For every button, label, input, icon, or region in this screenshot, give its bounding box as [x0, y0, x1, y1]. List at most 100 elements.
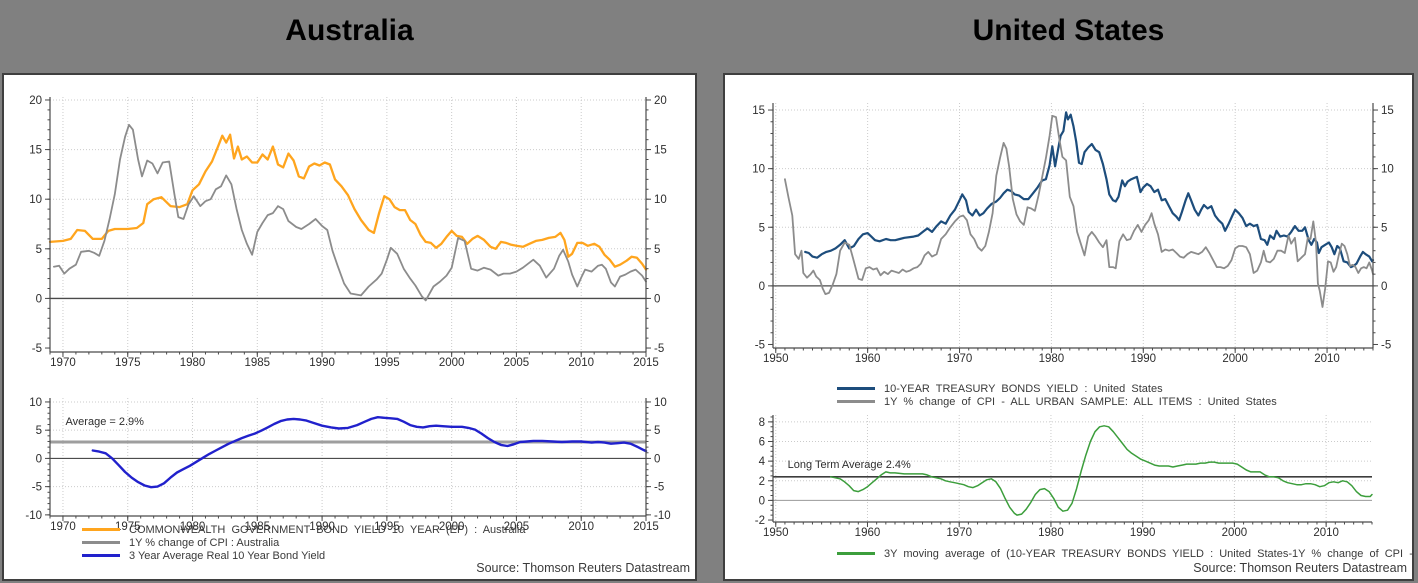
legend-swatch [837, 552, 875, 555]
us-panel: 1950 1960 1970 1980 1990 2000 2010 -5 -5 0 0 5 5 10 10… [723, 73, 1414, 581]
legend-swatch [837, 400, 875, 403]
svg-text:5: 5 [759, 222, 765, 234]
legend-item: 3Y moving average of (10-YEAR TREASURY B… [837, 547, 1418, 560]
legend-swatch [82, 528, 120, 531]
svg-text:2015: 2015 [633, 357, 659, 369]
svg-text:1950: 1950 [763, 353, 789, 365]
svg-text:5: 5 [36, 244, 42, 256]
legend-label: 3 Year Average Real 10 Year Bond Yield [129, 549, 326, 562]
svg-text:1960: 1960 [855, 353, 881, 365]
legend-label: 1Y % change of CPI - ALL URBAN SAMPLE: A… [884, 395, 1277, 408]
svg-text:0: 0 [36, 453, 42, 465]
svg-text:1970: 1970 [946, 527, 972, 539]
australia-real-yield-chart: 1970 1975 1980 1985 1990 1995 2000 2005 2010 2015… [4, 377, 695, 542]
svg-text:5: 5 [654, 425, 660, 437]
legend-label: COMMONWEALTH GOVERNMENT BOND YIELD 10 YE… [129, 523, 526, 536]
legend-label: 10-YEAR TREASURY BONDS YIELD : United St… [884, 382, 1163, 395]
svg-text:15: 15 [752, 105, 765, 117]
svg-text:-5: -5 [654, 482, 664, 494]
svg-text:1960: 1960 [855, 527, 881, 539]
svg-text:1980: 1980 [1039, 353, 1065, 365]
svg-text:10: 10 [29, 194, 42, 206]
svg-text:-5: -5 [1381, 339, 1391, 351]
svg-text:2005: 2005 [504, 521, 530, 533]
svg-text:5: 5 [36, 425, 42, 437]
svg-text:5: 5 [654, 244, 660, 256]
svg-text:20: 20 [654, 95, 667, 107]
svg-text:2000: 2000 [439, 357, 465, 369]
svg-text:2010: 2010 [568, 357, 594, 369]
legend-label: 3Y moving average of (10-YEAR TREASURY B… [884, 547, 1418, 560]
svg-text:1975: 1975 [115, 521, 141, 533]
australia-main-chart: 1970 1975 1980 1985 1990 1995 2000 2005 2010 2015… [4, 75, 695, 375]
us-bottom-legend: 3Y moving average of (10-YEAR TREASURY B… [837, 547, 1418, 560]
svg-text:1995: 1995 [374, 521, 400, 533]
svg-text:1990: 1990 [309, 357, 335, 369]
svg-text:1970: 1970 [947, 353, 973, 365]
svg-text:-2: -2 [755, 515, 765, 527]
legend-item: 10-YEAR TREASURY BONDS YIELD : United St… [837, 382, 1277, 395]
svg-text:2000: 2000 [439, 521, 465, 533]
svg-text:2000: 2000 [1222, 353, 1248, 365]
svg-text:4: 4 [759, 456, 766, 468]
legend-item: 1Y % change of CPI : Australia [82, 536, 526, 549]
svg-text:0: 0 [36, 293, 42, 305]
svg-text:15: 15 [1381, 105, 1394, 117]
svg-text:1985: 1985 [245, 521, 271, 533]
svg-text:10: 10 [654, 397, 667, 409]
svg-text:-10: -10 [654, 510, 671, 522]
svg-text:1975: 1975 [115, 357, 141, 369]
svg-text:5: 5 [1381, 222, 1387, 234]
svg-text:2015: 2015 [633, 521, 659, 533]
svg-text:8: 8 [759, 417, 765, 429]
svg-text:2: 2 [759, 476, 765, 488]
svg-text:1980: 1980 [180, 357, 206, 369]
svg-text:1980: 1980 [180, 521, 206, 533]
svg-text:2010: 2010 [1314, 353, 1340, 365]
svg-text:1995: 1995 [374, 357, 400, 369]
svg-text:-5: -5 [755, 339, 765, 351]
svg-text:1990: 1990 [1130, 353, 1156, 365]
legend-item: 1Y % change of CPI - ALL URBAN SAMPLE: A… [837, 395, 1277, 408]
us-real-yield-chart: 1950 1960 1970 1980 1990 2000 2010 -2 0 2 4 6 8 Long … [725, 405, 1412, 575]
us-source: Source: Thomson Reuters Datastream [1193, 561, 1407, 575]
svg-text:15: 15 [654, 145, 667, 157]
svg-text:15: 15 [29, 145, 42, 157]
svg-text:2000: 2000 [1222, 527, 1248, 539]
svg-text:6: 6 [759, 437, 765, 449]
svg-text:0: 0 [654, 453, 660, 465]
us-main-chart: 1950 1960 1970 1980 1990 2000 2010 -5 -5 0 0 5 5 10 10… [725, 75, 1412, 370]
svg-text:10: 10 [1381, 164, 1394, 176]
australia-legend: COMMONWEALTH GOVERNMENT BOND YIELD 10 YE… [82, 523, 526, 562]
legend-swatch [837, 387, 875, 390]
legend-swatch [82, 541, 120, 544]
australia-title: Australia [285, 14, 414, 47]
svg-text:2010: 2010 [568, 521, 594, 533]
legend-item: 3 Year Average Real 10 Year Bond Yield [82, 549, 526, 562]
svg-text:-5: -5 [654, 343, 664, 355]
svg-text:-5: -5 [32, 482, 42, 494]
svg-text:0: 0 [759, 495, 765, 507]
svg-text:10: 10 [654, 194, 667, 206]
legend-item: COMMONWEALTH GOVERNMENT BOND YIELD 10 YE… [82, 523, 526, 536]
svg-text:Average = 2.9%: Average = 2.9% [66, 416, 145, 428]
svg-text:-10: -10 [25, 510, 42, 522]
svg-text:-5: -5 [32, 343, 42, 355]
svg-text:20: 20 [29, 95, 42, 107]
australia-panel: 1970 1975 1980 1985 1990 1995 2000 2005 2010 2015… [2, 73, 697, 581]
svg-text:1970: 1970 [50, 521, 76, 533]
svg-text:2005: 2005 [504, 357, 530, 369]
australia-source: Source: Thomson Reuters Datastream [476, 561, 690, 575]
us-main-legend: 10-YEAR TREASURY BONDS YIELD : United St… [837, 382, 1277, 408]
svg-text:1970: 1970 [50, 357, 76, 369]
svg-text:0: 0 [1381, 281, 1387, 293]
svg-text:0: 0 [759, 281, 765, 293]
us-title: United States [972, 14, 1165, 47]
legend-swatch [82, 554, 120, 557]
svg-text:2010: 2010 [1313, 527, 1339, 539]
svg-text:10: 10 [29, 397, 42, 409]
svg-text:10: 10 [752, 164, 765, 176]
svg-text:1990: 1990 [1130, 527, 1156, 539]
legend-label: 1Y % change of CPI : Australia [129, 536, 280, 549]
